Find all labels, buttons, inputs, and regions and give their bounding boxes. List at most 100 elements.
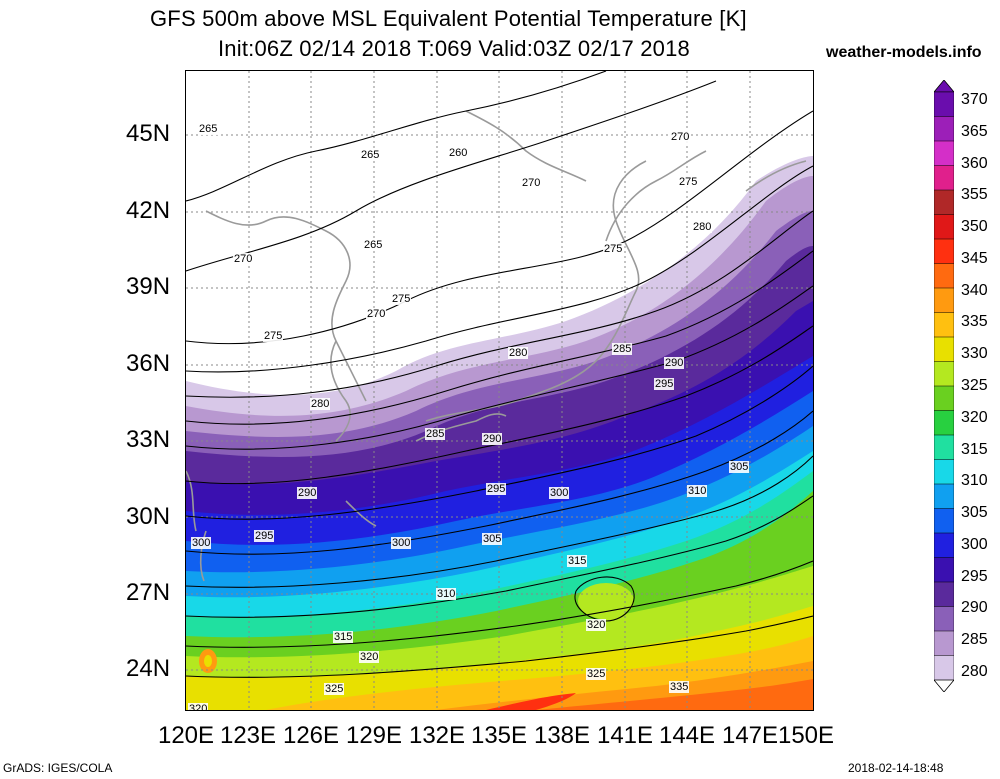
contour-label: 285	[612, 343, 633, 355]
contour-label: 320	[359, 651, 380, 663]
contour-label: 270	[521, 177, 542, 189]
colorbar-segment	[934, 312, 954, 338]
contour-label: 275	[391, 293, 412, 305]
colorbar-segment	[934, 630, 954, 657]
colorbar-label: 350	[961, 218, 988, 236]
contour-lines	[186, 71, 813, 678]
contour-label: 290	[664, 357, 685, 369]
colorbar-segment	[934, 508, 954, 534]
colorbar-segment	[934, 385, 954, 412]
colorbar-segment	[934, 116, 954, 142]
colorbar-label: 280	[961, 663, 988, 680]
warm-blob-sw-core	[204, 655, 212, 667]
colorbar-label: 295	[961, 567, 988, 585]
band-355	[486, 693, 576, 710]
footer-credit: GrADS: IGES/COLA	[3, 761, 113, 775]
lat-label-33n: 33N	[126, 426, 171, 453]
lon-label-132e: 132E	[408, 722, 466, 749]
contour-label: 320	[188, 703, 209, 710]
map-panel: 265 260 265 270 265 270 270 275 270 275 280 275 275 2…	[185, 70, 814, 711]
lat-label-30n: 30N	[126, 503, 171, 530]
contour-label: 300	[391, 537, 412, 549]
colorbar-segment	[934, 263, 954, 289]
contour-label: 265	[360, 149, 381, 161]
colorbar-label: 330	[961, 345, 988, 363]
contour-label: 290	[297, 487, 318, 499]
colorbar-segment	[934, 214, 954, 240]
lon-label-120e: 120E	[157, 722, 215, 749]
lon-label-150e: 150E	[777, 722, 835, 749]
colorbar-segment	[934, 532, 954, 559]
contour-label: 265	[363, 239, 384, 251]
lat-label-45n: 45N	[126, 120, 171, 147]
contour-label: 310	[687, 485, 708, 497]
lon-label-141e: 141E	[596, 722, 654, 749]
lat-label-39n: 39N	[126, 273, 171, 300]
footer-timestamp: 2018-02-14-18:48	[848, 761, 944, 775]
contour-label: 305	[729, 461, 750, 473]
contour-label: 285	[425, 428, 446, 440]
colorbar-segment	[934, 165, 954, 191]
colorbar-segment	[934, 434, 954, 461]
contour-label: 270	[366, 308, 387, 320]
band-350	[536, 679, 813, 710]
contour-label: 325	[324, 683, 345, 695]
contour-label: 295	[654, 378, 675, 390]
contour-label: 275	[263, 330, 284, 342]
colorbar-label: 355	[961, 186, 988, 204]
colorbar-label: 340	[961, 281, 988, 299]
contour-label: 305	[482, 533, 503, 545]
colorbar-segment	[934, 557, 954, 583]
contour-label: 310	[436, 588, 457, 600]
lon-label-147e: 147E	[721, 722, 779, 749]
contour-label: 280	[508, 347, 529, 359]
colorbar-label: 320	[961, 408, 988, 426]
contour-label: 300	[549, 487, 570, 499]
contour-label: 335	[669, 681, 690, 693]
map-subtitle: Init:06Z 02/14 2018 T:069 Valid:03Z 02/1…	[218, 36, 690, 61]
lon-label-138e: 138E	[533, 722, 591, 749]
map-title: GFS 500m above MSL Equivalent Potential …	[150, 6, 747, 31]
colorbar-label: 325	[961, 377, 988, 394]
contour-label: 270	[233, 253, 254, 265]
lon-label-123e: 123E	[219, 722, 277, 749]
colorbar-label: 370	[961, 91, 988, 108]
warm-island	[578, 583, 634, 619]
lat-label-27n: 27N	[126, 579, 171, 606]
contour-label: 280	[692, 221, 713, 233]
lon-label-129e: 129E	[345, 722, 403, 749]
colorbar-segment	[934, 189, 954, 216]
colorbar-segment	[934, 655, 954, 681]
colorbar-segment	[934, 287, 954, 314]
colorbar-label: 310	[961, 472, 988, 490]
contour-label: 290	[482, 433, 503, 445]
contour-label: 325	[586, 668, 607, 680]
lat-label-24n: 24N	[126, 655, 171, 682]
colorbar-segment	[934, 459, 954, 485]
contour-label: 275	[678, 176, 699, 188]
colorbar	[934, 80, 954, 692]
contour-label: 300	[191, 537, 212, 549]
colorbar-label: 335	[961, 313, 988, 331]
contour-label: 315	[333, 631, 354, 643]
contour-label: 275	[603, 243, 624, 255]
colorbar-label: 305	[961, 504, 988, 522]
lon-label-144e: 144E	[658, 722, 716, 749]
colorbar-segment	[934, 410, 954, 436]
colorbar-segment	[934, 581, 954, 608]
lon-label-126e: 126E	[282, 722, 340, 749]
colorbar-label: 300	[961, 535, 988, 553]
colorbar-segment	[934, 336, 954, 363]
colorbar-segment	[934, 361, 954, 387]
colorbar-label: 290	[961, 599, 988, 617]
colorbar-segment	[934, 238, 954, 265]
colorbar-label: 365	[961, 122, 988, 140]
colorbar-segment	[934, 91, 954, 118]
colorbar-label: 315	[961, 440, 988, 458]
colorbar-segment	[934, 140, 954, 167]
lat-label-42n: 42N	[126, 197, 171, 224]
colorbar-label: 360	[961, 154, 988, 172]
contour-label: 295	[486, 483, 507, 495]
colorbar-top-cap	[934, 80, 954, 93]
contour-label: 320	[586, 619, 607, 631]
